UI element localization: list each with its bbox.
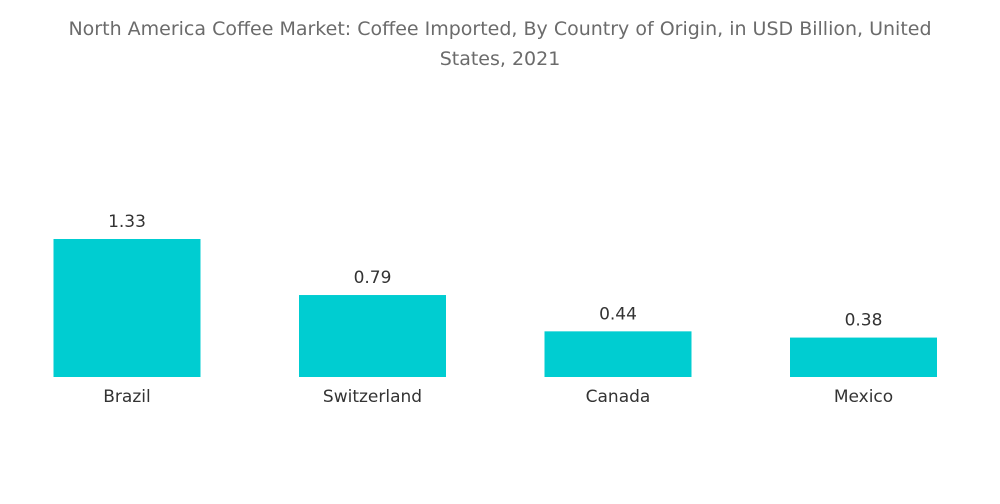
- category-label-switzerland: Switzerland: [323, 387, 422, 407]
- bar-canada: [544, 331, 692, 377]
- chart-title-line-1: North America Coffee Market: Coffee Impo…: [68, 18, 932, 40]
- bar-mexico: [790, 337, 937, 377]
- category-label-mexico: Mexico: [834, 387, 893, 407]
- chart-title: North America Coffee Market: Coffee Impo…: [0, 14, 1000, 74]
- chart-title-line-2: States, 2021: [439, 48, 561, 70]
- category-label-brazil: Brazil: [103, 387, 150, 407]
- value-label-canada: 0.44: [599, 304, 637, 324]
- value-label-mexico: 0.38: [845, 311, 883, 331]
- category-label-canada: Canada: [586, 387, 651, 407]
- value-label-brazil: 1.33: [108, 212, 146, 232]
- bars-layer: 1.33 Brazil 0.79 Switzerland 0.44 Canada 0.38 M…: [53, 212, 937, 407]
- value-label-switzerland: 0.79: [354, 268, 392, 288]
- bar-switzerland: [299, 295, 446, 377]
- bar-brazil: [53, 239, 201, 377]
